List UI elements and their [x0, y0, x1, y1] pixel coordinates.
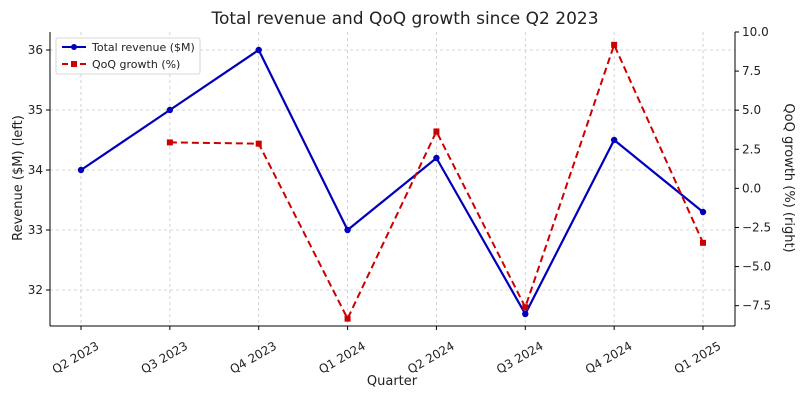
data-point-growth	[344, 315, 351, 322]
x-tick-label: Q1 2025	[672, 339, 724, 377]
data-point-revenue	[344, 226, 351, 234]
y-left-tick-label: 32	[28, 283, 43, 297]
x-tick-label: Q2 2024	[405, 339, 457, 377]
data-point-revenue	[699, 208, 707, 216]
axes-layer: Q2 2023 Q3 2023 Q4 2023 Q1 2024 Q2 2024 Q3 20…	[28, 25, 771, 377]
x-tick-label: Q4 2023	[227, 339, 279, 377]
y-right-tick-label: 7.5	[742, 64, 761, 78]
data-point-growth	[433, 128, 440, 135]
legend-label-growth: QoQ growth (%)	[92, 58, 180, 71]
data-point-growth	[700, 239, 706, 246]
data-point-revenue	[522, 310, 529, 318]
y-axis-left-label: Revenue ($M) (left)	[11, 115, 26, 241]
y-right-tick-label: 2.5	[742, 142, 761, 156]
series-line-revenue	[80, 48, 704, 317]
y-right-tick-label: −2.5	[742, 220, 771, 234]
data-point-revenue	[255, 46, 262, 54]
x-tick-label: Q3 2024	[494, 339, 546, 377]
data-point-revenue	[166, 106, 174, 114]
grid-layer	[50, 32, 735, 326]
y-right-tick-label: −5.0	[742, 260, 771, 274]
y-right-tick-label: 10.0	[742, 25, 769, 39]
x-tick-label: Q1 2024	[316, 339, 368, 377]
y-left-tick-label: 33	[28, 223, 43, 237]
y-left-tick-label: 34	[28, 163, 43, 177]
legend-label-revenue: Total revenue ($M)	[91, 41, 195, 54]
legend-marker-revenue	[71, 44, 77, 50]
x-tick-label: Q4 2024	[583, 339, 635, 377]
legend: Total revenue ($M) QoQ growth (%)	[55, 37, 201, 75]
x-tick-label: Q2 2023	[50, 339, 102, 377]
data-point-growth	[522, 304, 529, 311]
y-axis-right-label: QoQ growth (%) (right)	[781, 103, 796, 252]
y-right-tick-label: 0.0	[742, 181, 761, 195]
y-right-tick-label: 5.0	[742, 103, 761, 117]
legend-marker-growth	[71, 61, 77, 67]
y-left-tick-label: 36	[28, 43, 43, 57]
data-point-revenue	[77, 166, 85, 174]
x-tick-label: Q3 2023	[139, 339, 191, 377]
data-point-growth	[166, 139, 173, 146]
y-right-tick-label: −7.5	[742, 299, 771, 313]
y-left-tick-label: 35	[28, 103, 43, 117]
chart-title: Total revenue and QoQ growth since Q2 20…	[210, 9, 598, 29]
legend-box	[55, 37, 201, 75]
data-point-growth	[611, 41, 618, 48]
series-layer	[77, 41, 707, 322]
series-line-growth	[169, 42, 704, 321]
x-axis-label: Quarter	[367, 374, 418, 389]
data-point-revenue	[433, 154, 440, 162]
data-point-revenue	[610, 136, 618, 144]
data-point-growth	[255, 140, 262, 147]
